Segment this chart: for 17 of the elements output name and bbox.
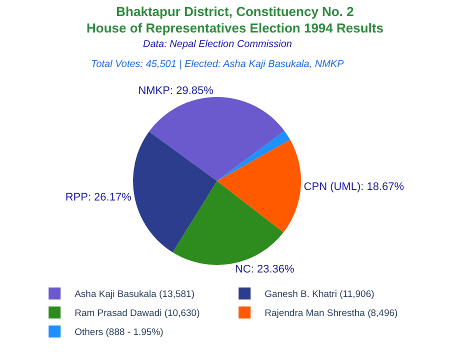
chart-title: Bhaktapur District, Constituency No. 2 House of Representatives Election 1994 Results	[86, 4, 384, 36]
pie-slice	[133, 132, 217, 252]
data-label: NMKP: 29.85%	[138, 85, 214, 97]
data-label: NC: 23.36%	[234, 263, 294, 276]
pie-slice	[217, 130, 290, 181]
pie-slice	[172, 181, 284, 265]
data-label: RPP: 26.17%	[65, 191, 132, 204]
data-label: CPN (UML): 18.67%	[304, 181, 404, 194]
legend-label: Ram Prasad Dawadi (10,630)	[74, 308, 200, 320]
legend-label: Others (888 - 1.95%)	[74, 327, 164, 338]
legend-label: Asha Kaji Basukala (13,581)	[74, 289, 194, 300]
text: Total Votes: 45,501 | Elected: Asha Kaji Basukala, NMKP	[91, 59, 344, 70]
pie-slice	[217, 140, 301, 232]
legend-label: Ganesh B. Khatri (11,906)	[264, 289, 374, 300]
pie-slice	[149, 97, 284, 181]
legend-label: Rajendra Man Shrestha (8,496)	[264, 308, 398, 320]
chart-subtitle: Data: Nepal Election Commission	[143, 39, 292, 50]
